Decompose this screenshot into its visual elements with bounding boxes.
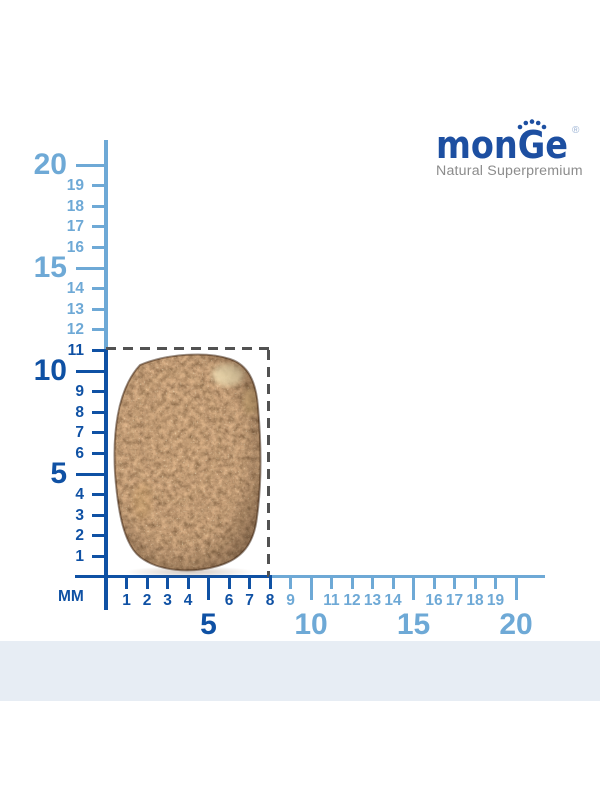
y-tick-label-9: 9 — [75, 383, 84, 401]
y-tick-18 — [92, 204, 106, 208]
y-tick-15 — [76, 266, 106, 270]
x-tick-18 — [473, 574, 477, 589]
x-tick-14 — [391, 574, 395, 589]
x-tick-4 — [186, 574, 190, 589]
y-axis-line-lower — [104, 350, 108, 610]
x-tick-20 — [514, 574, 518, 600]
x-tick-label-7: 7 — [245, 592, 254, 609]
x-tick-label-1: 1 — [122, 592, 131, 609]
y-tick-12 — [92, 328, 106, 332]
y-tick-label-7: 7 — [75, 424, 84, 442]
x-tick-label-3: 3 — [163, 592, 172, 609]
y-tick-label-3: 3 — [75, 506, 84, 524]
y-tick-11 — [92, 348, 106, 352]
y-tick-label-1: 1 — [75, 547, 84, 565]
y-tick-label-17: 17 — [66, 218, 84, 236]
logo-wordmark-svg: monGe ® — [436, 119, 580, 167]
x-tick-label-16: 16 — [425, 592, 443, 609]
y-tick-2 — [92, 534, 106, 538]
y-tick-7 — [92, 431, 106, 435]
x-tick-label-13: 13 — [363, 592, 382, 609]
x-tick-label-14: 14 — [384, 592, 402, 609]
y-axis-line-upper — [104, 140, 108, 351]
x-tick-label-9: 9 — [286, 592, 295, 609]
x-axis-line-left — [75, 574, 270, 578]
x-tick-label-4: 4 — [183, 592, 193, 609]
y-tick-1 — [92, 554, 106, 558]
x-tick-1 — [125, 574, 128, 589]
y-tick-6 — [92, 451, 106, 455]
x-tick-13 — [371, 574, 374, 589]
x-tick-label-19: 19 — [486, 592, 505, 609]
x-tick-17 — [453, 574, 456, 589]
x-tick-11 — [330, 574, 333, 589]
x-major-label-5: 5 — [200, 608, 217, 641]
x-tick-9 — [289, 574, 292, 589]
footnote-band: *ЦВЕТ, ФОРМА И РАЗМЕР ГРАНУЛ МОГУТ НЕЗНА… — [0, 641, 600, 701]
y-tick-label-6: 6 — [75, 444, 84, 462]
y-major-label-20: 20 — [33, 148, 67, 181]
monge-logo: monGe ® Natural Superpremium — [430, 117, 596, 189]
x-tick-label-12: 12 — [343, 592, 361, 609]
measurement-dashed-right — [267, 350, 270, 577]
x-tick-label-11: 11 — [323, 592, 340, 609]
x-tick-label-17: 17 — [445, 592, 464, 609]
x-tick-label-2: 2 — [142, 592, 152, 609]
y-tick-14 — [92, 287, 106, 291]
kibble-shadow — [124, 566, 256, 578]
x-tick-6 — [227, 574, 231, 589]
x-tick-19 — [494, 574, 497, 589]
y-tick-8 — [92, 410, 106, 414]
y-major-label-15: 15 — [33, 251, 67, 284]
y-tick-label-8: 8 — [75, 403, 84, 421]
x-tick-2 — [145, 574, 149, 589]
x-tick-5 — [207, 574, 210, 600]
y-tick-5 — [76, 472, 106, 476]
x-tick-7 — [248, 574, 251, 589]
y-tick-10 — [76, 369, 106, 373]
y-major-label-10: 10 — [33, 354, 67, 387]
x-tick-8 — [268, 574, 272, 589]
y-tick-label-4: 4 — [75, 486, 84, 504]
x-major-label-20: 20 — [499, 608, 533, 641]
measurement-dashed-top — [106, 347, 270, 351]
y-major-label-5: 5 — [50, 457, 67, 490]
unit-label: MM — [58, 588, 84, 605]
y-tick-label-2: 2 — [75, 527, 84, 545]
x-tick-12 — [350, 574, 354, 589]
y-tick-4 — [92, 493, 106, 497]
y-tick-label-14: 14 — [66, 280, 84, 298]
x-tick-16 — [432, 574, 436, 589]
y-tick-label-11: 11 — [67, 341, 84, 359]
registered-mark: ® — [572, 125, 580, 136]
y-tick-label-13: 13 — [66, 300, 84, 318]
x-tick-label-6: 6 — [224, 592, 234, 609]
x-tick-label-18: 18 — [466, 592, 484, 609]
x-tick-10 — [309, 574, 313, 600]
y-tick-label-18: 18 — [66, 197, 84, 215]
x-major-label-15: 15 — [396, 608, 431, 641]
y-tick-19 — [92, 184, 106, 188]
y-tick-label-16: 16 — [66, 238, 84, 256]
y-tick-9 — [92, 390, 106, 394]
x-tick-3 — [166, 574, 169, 589]
y-tick-17 — [92, 225, 106, 229]
x-axis-line-right — [270, 574, 545, 578]
kibble-photo — [113, 353, 262, 572]
y-tick-20 — [76, 163, 106, 167]
y-tick-3 — [92, 513, 106, 517]
y-tick-13 — [92, 307, 106, 311]
y-tick-label-12: 12 — [66, 321, 84, 339]
logo-tagline: Natural Superpremium — [436, 163, 583, 179]
y-tick-16 — [92, 245, 106, 249]
y-tick-label-19: 19 — [66, 177, 84, 195]
logo-crown-dots-icon — [517, 119, 547, 130]
x-tick-15 — [412, 574, 415, 600]
x-major-label-10: 10 — [294, 608, 328, 641]
logo-text: monGe — [436, 123, 568, 167]
x-tick-label-8: 8 — [265, 592, 275, 609]
